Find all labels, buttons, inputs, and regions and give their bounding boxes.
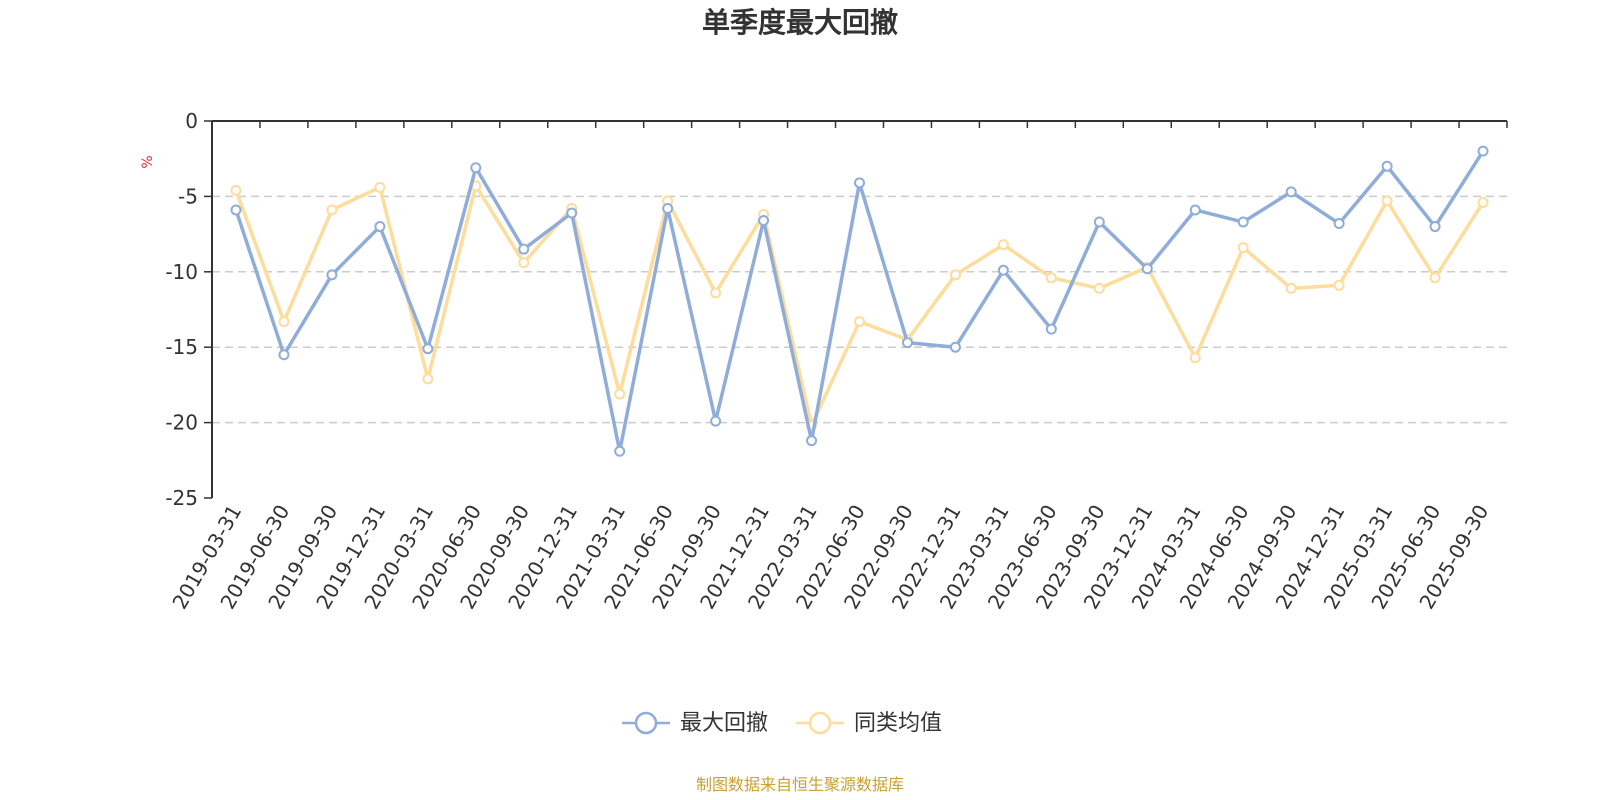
data-point[interactable] bbox=[1237, 242, 1249, 254]
y-tick-label: -10 bbox=[165, 260, 198, 284]
data-point[interactable] bbox=[1093, 282, 1105, 294]
data-point[interactable] bbox=[1189, 352, 1201, 364]
data-point[interactable] bbox=[1285, 186, 1297, 198]
data-point[interactable] bbox=[1093, 216, 1105, 228]
data-point[interactable] bbox=[949, 269, 961, 281]
data-point[interactable] bbox=[1429, 221, 1441, 233]
data-point[interactable] bbox=[422, 373, 434, 385]
data-point[interactable] bbox=[1381, 195, 1393, 207]
data-point[interactable] bbox=[518, 243, 530, 255]
source-note: 制图数据来自恒生聚源数据库 bbox=[696, 775, 904, 794]
data-point[interactable] bbox=[1429, 272, 1441, 284]
y-tick-labels: 0 -5 -10 -15 -20 -25 bbox=[165, 109, 198, 510]
data-point[interactable] bbox=[278, 316, 290, 328]
y-tick-label: -15 bbox=[165, 335, 198, 359]
y-tick-label: 0 bbox=[185, 109, 198, 133]
data-point[interactable] bbox=[614, 388, 626, 400]
legend-item-0[interactable]: 最大回撤 bbox=[622, 711, 768, 736]
data-point[interactable] bbox=[1477, 145, 1489, 157]
data-point[interactable] bbox=[470, 162, 482, 174]
data-point[interactable] bbox=[374, 181, 386, 193]
data-point[interactable] bbox=[230, 204, 242, 216]
data-point[interactable] bbox=[1381, 160, 1393, 172]
legend[interactable]: 最大回撤 同类均值 bbox=[622, 711, 942, 736]
data-point[interactable] bbox=[710, 415, 722, 427]
data-point[interactable] bbox=[518, 257, 530, 269]
y-tick-label: -5 bbox=[178, 184, 198, 208]
series-0 bbox=[230, 145, 1489, 457]
series-line bbox=[234, 184, 1485, 428]
data-point[interactable] bbox=[949, 341, 961, 353]
y-axis-unit: % bbox=[140, 155, 156, 168]
x-tick-labels: 2019-03-312019-06-302019-09-302019-12-31… bbox=[167, 500, 1493, 613]
legend-label: 同类均值 bbox=[854, 711, 942, 736]
grid-lines bbox=[212, 195, 1507, 424]
data-point[interactable] bbox=[854, 177, 865, 189]
data-point[interactable] bbox=[662, 202, 674, 214]
data-point[interactable] bbox=[1333, 218, 1345, 230]
y-tick-label: -25 bbox=[165, 486, 198, 510]
data-point[interactable] bbox=[806, 435, 818, 447]
data-point[interactable] bbox=[997, 264, 1009, 276]
data-point[interactable] bbox=[1189, 204, 1201, 216]
data-point[interactable] bbox=[422, 343, 434, 355]
data-point[interactable] bbox=[278, 349, 290, 361]
data-point[interactable] bbox=[614, 445, 626, 457]
y-tick-label: -20 bbox=[165, 411, 198, 435]
data-point[interactable] bbox=[901, 337, 913, 349]
axes bbox=[204, 120, 1508, 499]
chart-title: 单季度最大回撤 bbox=[702, 6, 898, 39]
data-point[interactable] bbox=[1237, 216, 1249, 228]
legend-label: 最大回撤 bbox=[680, 711, 768, 736]
data-point[interactable] bbox=[854, 316, 865, 328]
data-point[interactable] bbox=[758, 215, 770, 227]
data-point[interactable] bbox=[1333, 279, 1345, 291]
data-point[interactable] bbox=[1045, 323, 1057, 335]
data-point[interactable] bbox=[326, 269, 338, 281]
data-point[interactable] bbox=[1045, 272, 1057, 284]
data-point[interactable] bbox=[1477, 196, 1489, 208]
data-point[interactable] bbox=[230, 184, 242, 196]
data-point[interactable] bbox=[997, 239, 1009, 251]
data-point[interactable] bbox=[1141, 263, 1153, 275]
data-point[interactable] bbox=[710, 287, 722, 299]
legend-marker bbox=[808, 711, 832, 735]
series-lines bbox=[230, 145, 1489, 457]
data-point[interactable] bbox=[1285, 282, 1297, 294]
legend-marker bbox=[634, 711, 658, 735]
data-point[interactable] bbox=[374, 221, 386, 233]
legend-item-1[interactable]: 同类均值 bbox=[796, 711, 942, 736]
series-1 bbox=[230, 180, 1489, 432]
data-point[interactable] bbox=[326, 204, 338, 216]
data-point[interactable] bbox=[566, 207, 578, 219]
